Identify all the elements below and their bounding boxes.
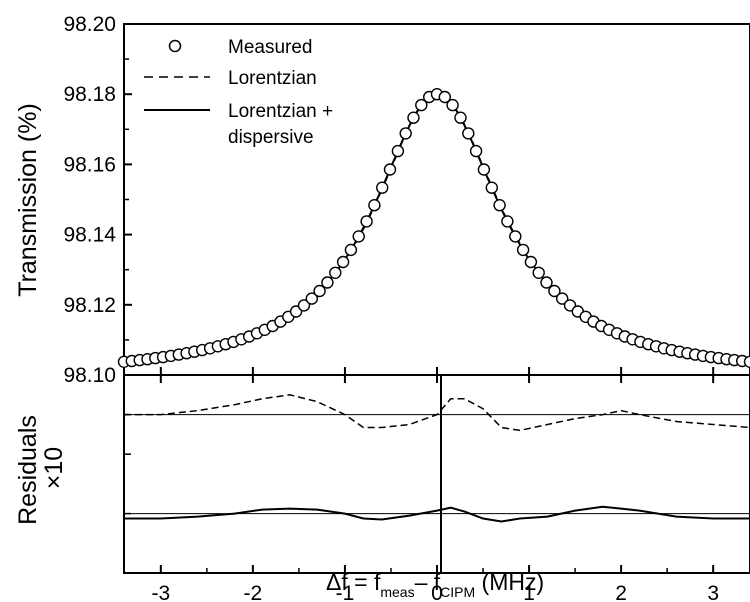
x-tick-label: 3 (707, 582, 719, 602)
measured-point (360, 215, 373, 228)
residual-plot-frame (123, 374, 750, 574)
measured-point (407, 111, 420, 124)
main-y-tick-label: 98.12 (63, 294, 116, 317)
legend-lorentzian-label: Lorentzian (228, 68, 317, 89)
legend: Measured Lorentzian Lorentzian + dispers… (144, 37, 333, 148)
measured-point (352, 230, 365, 243)
x-tick-label: -3 (151, 582, 170, 602)
residual-y-axis-title: Residuals (14, 415, 42, 525)
x-axis-title-dash: – f (415, 569, 441, 595)
residual-lorentzian-dispersive-line (124, 505, 750, 523)
main-plot-frame (123, 23, 750, 376)
measured-point (399, 127, 412, 140)
measured-point (532, 266, 545, 279)
measured-point (391, 144, 405, 158)
measured-point (493, 198, 506, 212)
measured-point (743, 355, 750, 368)
measured-point (383, 163, 397, 176)
main-y-tick-label: 98.14 (63, 224, 116, 247)
measured-point (556, 292, 569, 305)
legend-lorentzian-dispersive-label: Lorentzian + (228, 101, 333, 122)
measured-point (548, 284, 561, 298)
residual-y-axis-multiplier: ×10 (40, 447, 68, 489)
x-axis-title: Δf = fmeas– fCIPM (MHz) (326, 569, 544, 600)
x-axis-title-sub2: CIPM (440, 584, 475, 600)
x-tick-label: -2 (244, 582, 263, 602)
measured-point (376, 181, 389, 194)
x-axis-title-unit: (MHz) (475, 569, 544, 595)
x-tick-label: -1 (336, 582, 355, 602)
legend-lorentzian-dispersive-label-2: dispersive (228, 127, 314, 148)
measured-point (485, 181, 498, 194)
main-y-tick-label: 98.16 (63, 153, 116, 176)
main-y-axis-title: Transmission (%) (14, 103, 42, 297)
x-tick-label: 0 (431, 582, 443, 602)
measured-point (454, 111, 467, 124)
measured-point (469, 144, 483, 158)
measured-point (501, 215, 514, 228)
x-tick-label: 1 (523, 582, 535, 602)
measured-point (462, 127, 475, 140)
legend-measured-label: Measured (228, 37, 313, 58)
measured-point (344, 243, 358, 257)
measured-point (446, 98, 459, 112)
measured-point (321, 276, 334, 289)
measured-point (368, 198, 381, 212)
measured-point (336, 255, 350, 269)
lorentzian-dispersive-fit-line (123, 93, 750, 363)
x-axis-title-sub1: meas (380, 584, 414, 600)
measured-point (477, 163, 491, 176)
measured-point (329, 266, 342, 279)
x-tick-label: 2 (615, 582, 627, 602)
measured-point (540, 276, 553, 289)
main-y-tick-label: 98.20 (63, 13, 116, 36)
residual-lorentzian-line (124, 394, 750, 432)
measured-point (415, 98, 428, 112)
measured-point (297, 299, 311, 312)
measured-point (438, 90, 451, 104)
measured-point (524, 255, 538, 269)
measured-point (509, 230, 522, 243)
main-y-tick-label: 98.18 (63, 83, 116, 106)
measured-point (305, 292, 318, 305)
lorentzian-fit-line (123, 93, 750, 364)
x-axis-title-main: Δf = f (326, 569, 381, 595)
legend-measured-marker (168, 39, 182, 53)
main-y-tick-label: 98.10 (63, 364, 116, 387)
measured-point (516, 243, 530, 257)
measured-point (313, 284, 326, 298)
